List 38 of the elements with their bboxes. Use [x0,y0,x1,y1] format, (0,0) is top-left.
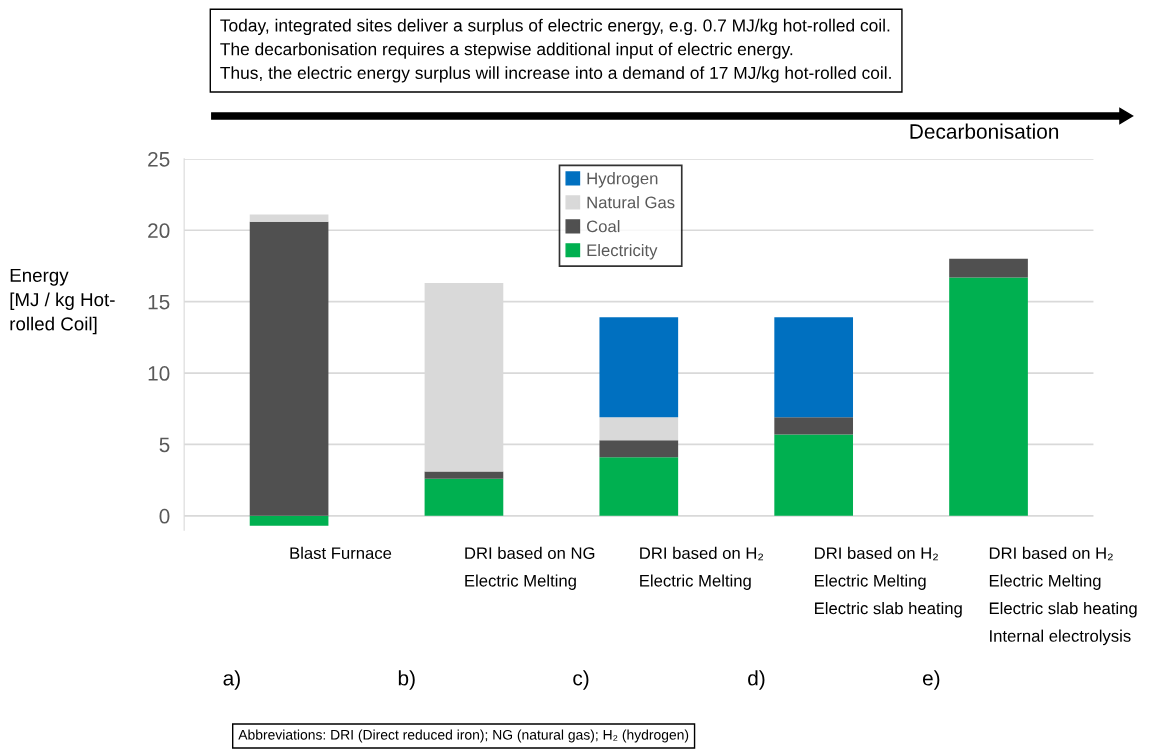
bar [774,434,854,516]
bar [424,471,504,479]
bar [949,258,1028,278]
text: Today, integrated sites deliver a surplus of electric energy, e.g. 0.7 MJ/kg hot-rolled coil. The decarbonisation requires a stepwise additional input of electric energy. Thus, the electric energy surplus will increase into a demand of 17 MJ/kg hot-rolled coil. [220,18,891,83]
y-tick-label: 0 [159,508,170,524]
y-tick-label: 20 [148,223,170,239]
bar [774,417,854,435]
text: a) [223,670,240,690]
x-tick-label: DRI based on H₂ Electric Melting [640,546,764,590]
y-tick-label: 5 [159,437,170,453]
bar [424,478,504,516]
text: Decarbonisation [910,123,1059,139]
bar [249,214,329,222]
y-tick-label: 25 [148,151,170,167]
bar [774,317,854,418]
legend-label: Hydrogen [587,172,658,188]
y-tick-label: 15 [148,294,170,310]
bar [599,440,679,458]
bar [599,317,679,418]
x-tick-label: DRI based on H₂ Electric Melting Electric slab heating Internal electrolysis [989,546,1137,646]
x-tick-label: DRI based on H₂ Electric Melting Electric slab heating [815,546,962,618]
legend-label: Natural Gas [587,196,675,209]
y-axis-title: Energy [MJ / kg Hot- rolled Coil] [10,268,115,335]
legend-label: Coal [587,220,620,233]
legend-label: Electricity [587,243,658,260]
text: b) [398,670,415,690]
x-tick-label: Blast Furnace [290,546,392,560]
bar [249,221,329,516]
bar [949,277,1028,516]
bar [249,515,329,526]
text: e) [922,670,940,690]
x-tick-label: DRI based on NG Electric Melting [465,546,595,590]
text: c) [573,670,589,690]
y-tick-label: 10 [148,366,170,381]
bar [599,417,679,441]
text: d) [748,670,765,690]
bar [599,457,679,516]
text: Abbreviations: DRI (Direct reduced iron); NG (natural gas); H₂ (hydrogen) [238,729,689,743]
